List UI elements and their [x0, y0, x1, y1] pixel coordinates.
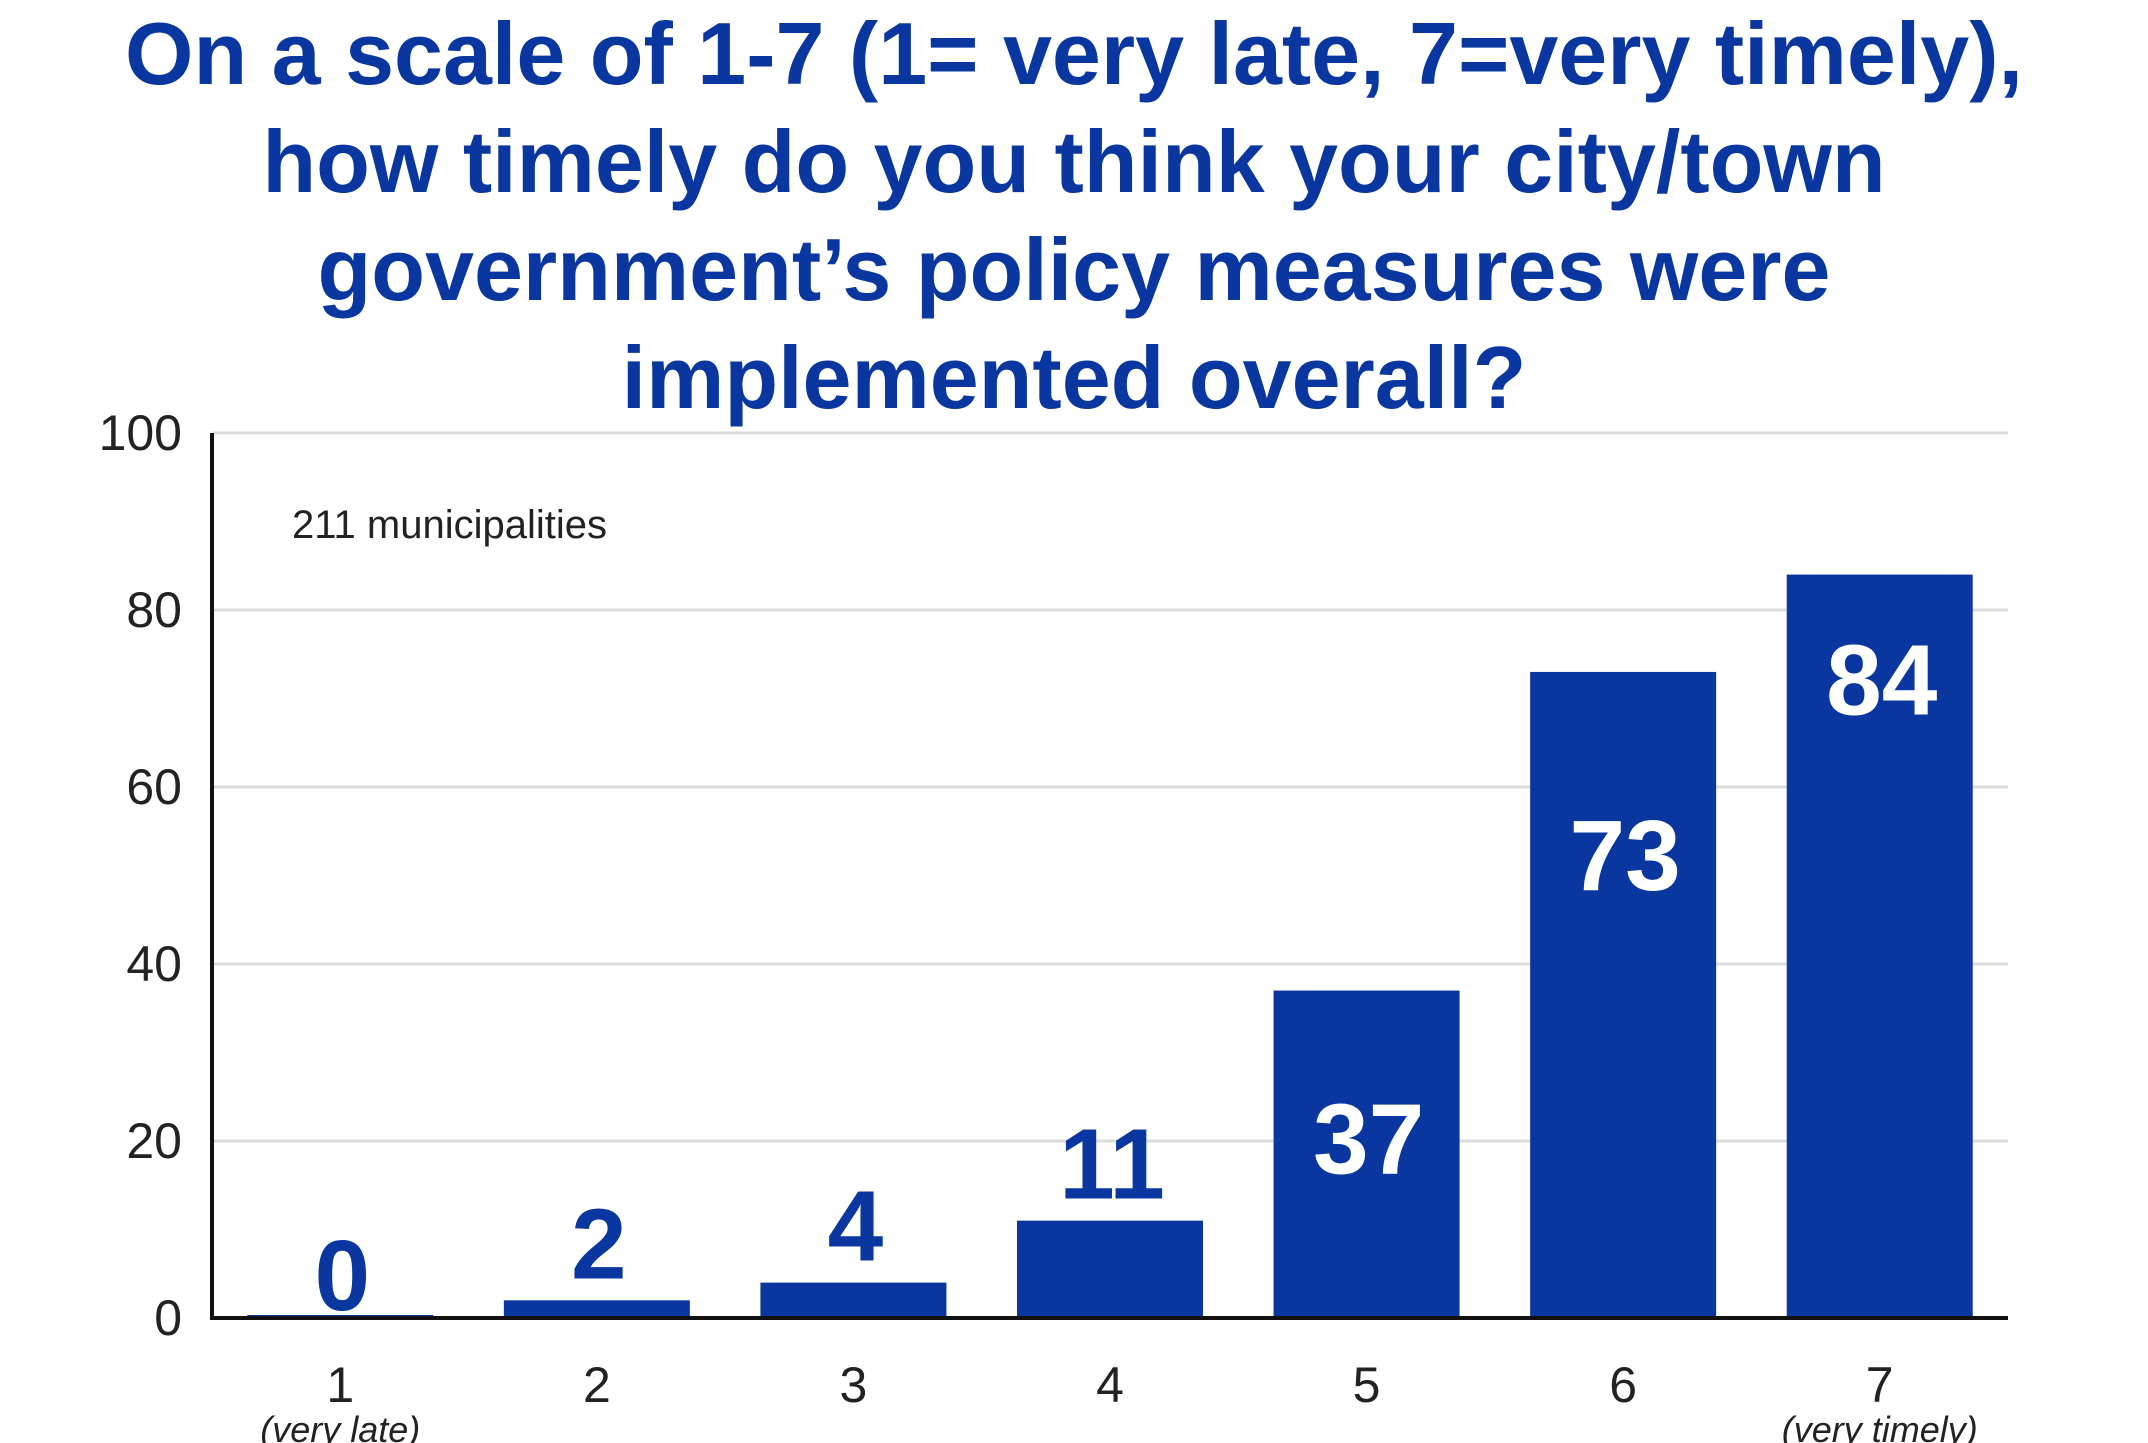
x-tick-note: (very timely)	[1782, 1409, 1978, 1443]
sample-size-annotation: 211 municipalities	[292, 503, 607, 547]
y-tick-label: 40	[126, 936, 182, 992]
bar	[1530, 671, 1717, 1318]
y-tick-label: 60	[126, 759, 182, 815]
bar	[1273, 990, 1460, 1318]
x-tick-label: 7	[1866, 1357, 1894, 1413]
bars	[247, 574, 1973, 1318]
y-tick-label: 0	[154, 1290, 182, 1346]
x-tick-label: 3	[840, 1357, 868, 1413]
data-label: 11	[1059, 1109, 1165, 1221]
data-label: 0	[314, 1220, 370, 1332]
bar	[503, 1300, 690, 1318]
chart-title: On a scale of 1-7 (1= very late, 7=very …	[125, 4, 2023, 427]
bar	[1017, 1220, 1203, 1318]
data-label: 73	[1570, 800, 1681, 912]
bar	[1786, 574, 1973, 1318]
y-tick-label: 20	[126, 1113, 182, 1169]
bar	[760, 1282, 947, 1318]
data-label: 4	[828, 1171, 884, 1283]
data-label: 37	[1313, 1084, 1424, 1196]
y-tick-label: 80	[126, 582, 182, 638]
x-tick-label: 5	[1353, 1357, 1381, 1413]
x-tick-note: (very late)	[260, 1409, 420, 1443]
x-tick-label: 6	[1609, 1357, 1637, 1413]
x-tick-label: 4	[1096, 1357, 1124, 1413]
data-label: 2	[571, 1188, 627, 1300]
x-tick-label: 1	[326, 1357, 354, 1413]
x-tick-label: 2	[583, 1357, 611, 1413]
axes	[210, 433, 2008, 1320]
y-tick-label: 100	[99, 405, 182, 461]
data-label: 84	[1826, 625, 1938, 737]
